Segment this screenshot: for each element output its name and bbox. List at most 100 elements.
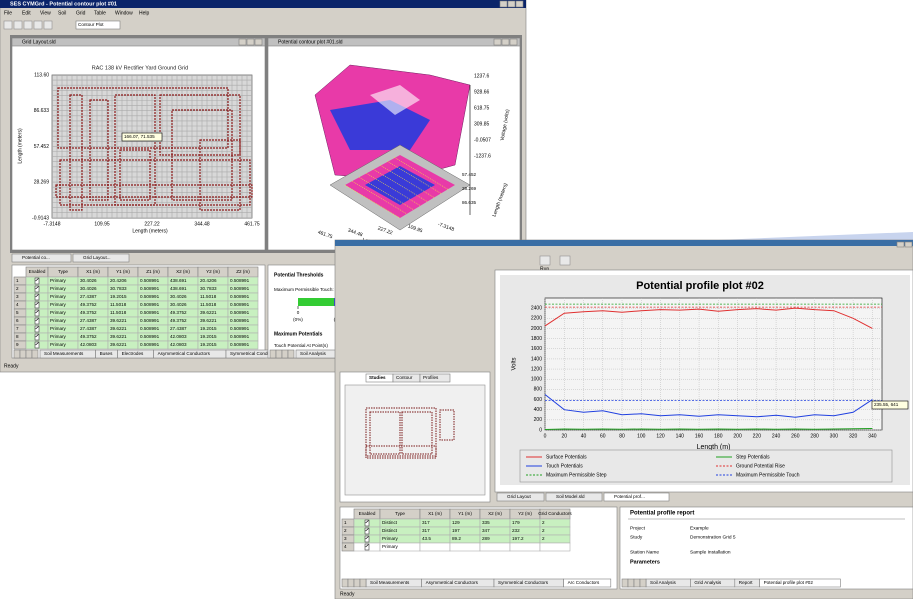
- y-tick-label: 800: [534, 387, 543, 393]
- x-tick-label: 344.48: [194, 221, 210, 227]
- contour-line: [365, 172, 422, 207]
- window-button[interactable]: [509, 38, 518, 46]
- menu-item: Window: [115, 10, 133, 16]
- checkbox[interactable]: [34, 285, 40, 293]
- doc-tab-label: Grid Layout...: [83, 255, 111, 260]
- doc-tab[interactable]: [545, 492, 603, 502]
- window-button[interactable]: [493, 38, 502, 46]
- nav-button[interactable]: [281, 349, 289, 359]
- combo-text: Contour Plot: [78, 22, 104, 27]
- menu-item: View: [40, 10, 51, 16]
- toolbar-button[interactable]: [559, 255, 571, 266]
- cell-text: 0.508991: [230, 342, 250, 347]
- toolbar-button[interactable]: [33, 20, 43, 30]
- nav-button[interactable]: [13, 349, 21, 359]
- window-button[interactable]: [507, 0, 516, 8]
- x-axis-label: Length (m): [697, 444, 731, 451]
- nav-button[interactable]: [275, 349, 283, 359]
- window-button[interactable]: [254, 38, 263, 46]
- cell-text: 27.4387: [170, 326, 187, 331]
- nav-button[interactable]: [359, 578, 367, 588]
- header-text: Z2 (m): [236, 269, 250, 274]
- row-number: 4: [344, 544, 347, 549]
- cell-text: 27.4387: [80, 326, 97, 331]
- window-button[interactable]: [238, 38, 247, 46]
- check-mark: [365, 544, 369, 548]
- nav-button[interactable]: [25, 349, 33, 359]
- nav-button[interactable]: [31, 349, 39, 359]
- ground-conductor: [69, 94, 83, 211]
- y-axis-label: Length (meters): [17, 128, 23, 164]
- nav-button[interactable]: [287, 349, 295, 359]
- x-tick-label: 109.95: [407, 223, 424, 234]
- plot-title: RAC 138 kV Rectifier Yard Ground Grid: [92, 65, 188, 71]
- y-axis-label: Volts: [512, 357, 518, 370]
- checkbox[interactable]: [364, 527, 370, 535]
- toolbar-button[interactable]: [43, 20, 53, 30]
- window-button[interactable]: [896, 241, 905, 248]
- cell-text: 11.5018: [200, 294, 217, 299]
- cell-text: 0.508991: [140, 334, 160, 339]
- nav-button[interactable]: [639, 578, 647, 588]
- checkbox[interactable]: [34, 301, 40, 309]
- checkbox[interactable]: [34, 317, 40, 325]
- ground-conductor: [57, 87, 229, 149]
- checkbox[interactable]: [364, 535, 370, 543]
- tree-tab[interactable]: [419, 373, 451, 383]
- checkbox[interactable]: [364, 519, 370, 527]
- child-title: [267, 37, 521, 47]
- window-button[interactable]: [904, 241, 913, 248]
- nav-button[interactable]: [633, 578, 641, 588]
- nav-button[interactable]: [621, 578, 629, 588]
- cell-text: 49.3752: [80, 334, 97, 339]
- y-tick-label: 86.635: [462, 200, 476, 205]
- nav-button[interactable]: [353, 578, 361, 588]
- nav-button[interactable]: [269, 349, 277, 359]
- tooltip: [121, 132, 163, 142]
- doc-tab[interactable]: [496, 492, 545, 502]
- nav-button[interactable]: [347, 578, 355, 588]
- tab[interactable]: [563, 578, 612, 588]
- cell-text: 0.508991: [230, 294, 250, 299]
- checkbox[interactable]: [34, 293, 40, 301]
- nav-button[interactable]: [627, 578, 635, 588]
- legend-label: Ground Potential Rise: [736, 463, 785, 469]
- window-button[interactable]: [501, 38, 510, 46]
- toolbar-button[interactable]: [539, 255, 551, 266]
- cell-text: Primary: [382, 544, 399, 549]
- checkbox[interactable]: [364, 543, 370, 551]
- tab[interactable]: [759, 578, 841, 588]
- series-line: [544, 394, 873, 418]
- cell-text: 179: [512, 520, 520, 525]
- menu-item: Grid: [76, 10, 86, 16]
- checkbox[interactable]: [34, 341, 40, 349]
- doc-tab[interactable]: [11, 253, 72, 263]
- doc-tab[interactable]: [72, 253, 130, 263]
- checkbox[interactable]: [34, 277, 40, 285]
- cell-text: Primary: [50, 334, 67, 339]
- legend-label: Step Potentials: [736, 454, 770, 460]
- cell-text: 39.6221: [110, 334, 127, 339]
- section-heading: Potential Thresholds: [274, 272, 324, 278]
- menu-item: Soil: [58, 10, 66, 16]
- checkbox[interactable]: [34, 325, 40, 333]
- doc-tab[interactable]: [603, 492, 670, 502]
- preview-conductor: [401, 411, 433, 455]
- checkbox[interactable]: [34, 309, 40, 317]
- check-mark: [35, 318, 39, 322]
- cell-text: 27.4387: [80, 318, 97, 323]
- window-button[interactable]: [246, 38, 255, 46]
- nav-button[interactable]: [19, 349, 27, 359]
- cell-text: 11.5018: [200, 302, 217, 307]
- checkbox[interactable]: [34, 333, 40, 341]
- combo-box[interactable]: [75, 20, 121, 30]
- nav-button[interactable]: [341, 578, 349, 588]
- toolbar-button[interactable]: [23, 20, 33, 30]
- check-mark: [35, 278, 39, 282]
- toolbar-button[interactable]: [3, 20, 13, 30]
- toolbar-button[interactable]: [13, 20, 23, 30]
- window-button[interactable]: [499, 0, 508, 8]
- title-bar: [335, 240, 913, 246]
- window-button[interactable]: [515, 0, 524, 8]
- header-text: X2 (m): [488, 511, 502, 516]
